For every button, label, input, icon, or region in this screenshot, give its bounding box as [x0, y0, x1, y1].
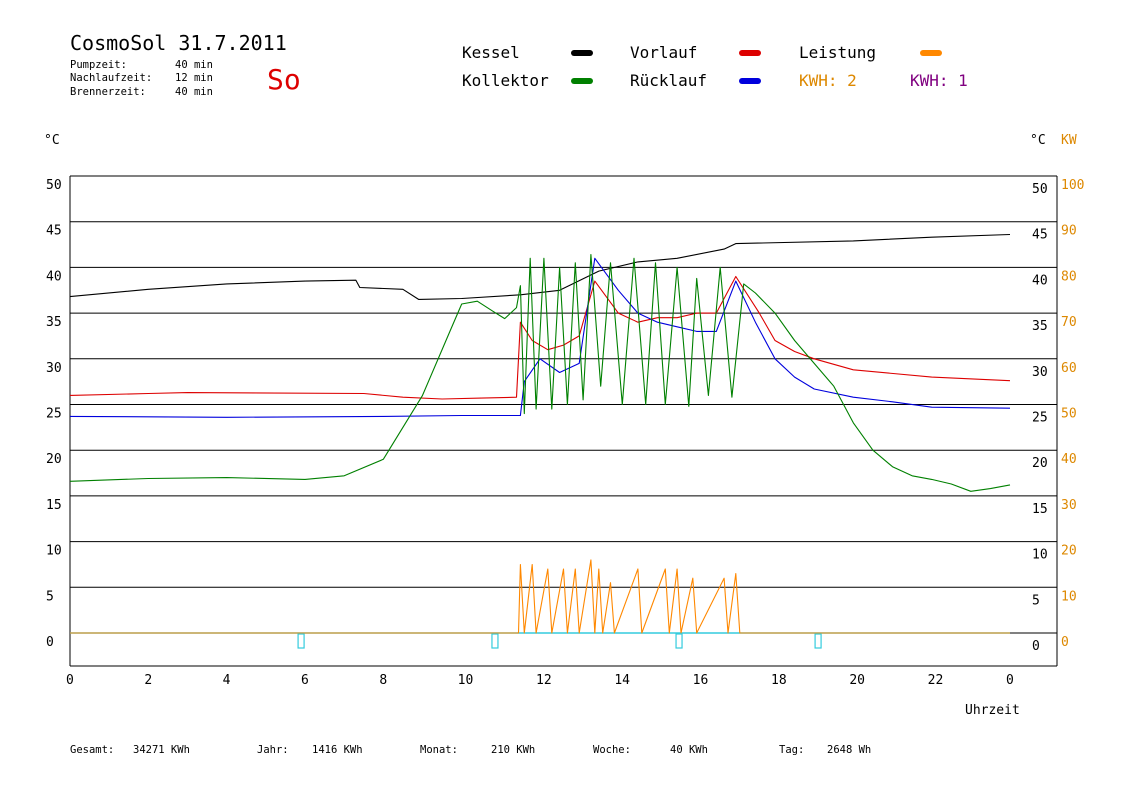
- x-tick-label: 12: [536, 673, 552, 688]
- param-label: Pumpzeit:: [70, 59, 127, 71]
- x-tick-label: 8: [379, 673, 387, 688]
- legend-swatch-kollektor: [571, 78, 593, 84]
- y-tick-label: 0: [46, 635, 54, 650]
- legend-swatch-leistung: [920, 50, 942, 56]
- param-label: Nachlaufzeit:: [70, 72, 152, 84]
- series-line-kollektor: [69, 254, 1011, 492]
- x-axis-label: Uhrzeit: [965, 703, 1020, 718]
- y2-tick-label: 30: [1032, 365, 1048, 380]
- footer-label: Tag:: [779, 744, 804, 756]
- y-tick-label: 25: [46, 407, 62, 422]
- kw-tick-label: 80: [1061, 269, 1077, 284]
- x-tick-label: 2: [144, 673, 152, 688]
- x-tick-label: 6: [301, 673, 309, 688]
- kw-tick-label: 20: [1061, 544, 1077, 559]
- y2-tick-label: 15: [1032, 502, 1048, 517]
- right-unit-label: °C: [1030, 133, 1046, 148]
- pump-marker: [297, 633, 305, 649]
- y2-tick-label: 40: [1032, 273, 1048, 288]
- right-unit2-label: KW: [1061, 133, 1077, 148]
- x-tick-label: 18: [771, 673, 787, 688]
- y-tick-label: 20: [46, 452, 62, 467]
- footer-value: 210 KWh: [491, 744, 535, 756]
- kw-tick-label: 30: [1061, 498, 1077, 513]
- series-line-ruecklauf: [69, 257, 1011, 418]
- series-line-leistung: [70, 559, 1010, 634]
- y2-tick-label: 45: [1032, 228, 1048, 243]
- footer-value: 34271 KWh: [133, 744, 190, 756]
- footer-label: Gesamt:: [70, 744, 114, 756]
- legend-label-vorlauf: Vorlauf: [630, 43, 697, 62]
- pump-marker: [814, 633, 822, 649]
- y-tick-label: 35: [46, 315, 62, 330]
- y2-tick-label: 20: [1032, 456, 1048, 471]
- legend-swatch-vorlauf: [739, 50, 761, 56]
- y-tick-label: 50: [46, 178, 62, 193]
- footer-value: 40 KWh: [670, 744, 708, 756]
- x-tick-label: 0: [1006, 673, 1014, 688]
- kw-tick-label: 50: [1061, 407, 1077, 422]
- kw-tick-label: 70: [1061, 315, 1077, 330]
- footer-value: 1416 KWh: [312, 744, 363, 756]
- legend-label-ruecklauf: Rücklauf: [630, 71, 707, 90]
- legend-label-kollektor: Kollektor: [462, 71, 549, 90]
- x-tick-label: 4: [223, 673, 231, 688]
- legend: Kessel Kollektor Vorlauf Rücklauf Leistu…: [462, 43, 968, 90]
- pump-marker: [675, 633, 683, 649]
- y2-tick-label: 50: [1032, 182, 1048, 197]
- kw-tick-label: 100: [1061, 178, 1084, 193]
- left-unit-label: °C: [44, 133, 60, 148]
- param-list: Pumpzeit: 40 min Nachlaufzeit: 12 min Br…: [70, 59, 213, 98]
- series-layer: [69, 233, 1011, 634]
- day-label: So: [267, 63, 301, 96]
- kw-tick-label: 60: [1061, 361, 1077, 376]
- y2-tick-label: 25: [1032, 411, 1048, 426]
- kwh-orange: KWH: 2: [799, 71, 857, 90]
- footer-label: Woche:: [593, 744, 631, 756]
- param-label: Brennerzeit:: [70, 86, 146, 98]
- kw-tick-label: 40: [1061, 452, 1077, 467]
- param-value: 40 min: [175, 86, 213, 98]
- x-tick-label: 10: [458, 673, 474, 688]
- y-tick-label: 15: [46, 498, 62, 513]
- footer-stats: Gesamt: 34271 KWh Jahr: 1416 KWh Monat: …: [70, 744, 871, 756]
- x-tick-label: 22: [928, 673, 944, 688]
- x-tick-label: 0: [66, 673, 74, 688]
- legend-label-leistung: Leistung: [799, 43, 876, 62]
- x-tick-label: 20: [849, 673, 865, 688]
- y2-tick-label: 5: [1032, 593, 1040, 608]
- kw-tick-label: 10: [1061, 589, 1077, 604]
- pump-markers: [297, 633, 822, 649]
- legend-label-kessel: Kessel: [462, 43, 520, 62]
- footer-value: 2648 Wh: [827, 744, 871, 756]
- pump-marker: [491, 633, 499, 649]
- param-value: 40 min: [175, 59, 213, 71]
- y-tick-label: 40: [46, 269, 62, 284]
- footer-label: Monat:: [420, 744, 458, 756]
- y-tick-label: 30: [46, 361, 62, 376]
- grid: [69, 175, 1058, 667]
- chart-title: CosmoSol 31.7.2011: [70, 31, 287, 55]
- y-tick-label: 5: [46, 589, 54, 604]
- kw-tick-label: 0: [1061, 635, 1069, 650]
- y2-tick-label: 10: [1032, 548, 1048, 563]
- x-tick-label: 16: [693, 673, 709, 688]
- y2-tick-label: 35: [1032, 319, 1048, 334]
- x-tick-label: 14: [614, 673, 630, 688]
- kw-tick-label: 90: [1061, 224, 1077, 239]
- legend-swatch-ruecklauf: [739, 78, 761, 84]
- y2-tick-label: 0: [1032, 639, 1040, 654]
- param-value: 12 min: [175, 72, 213, 84]
- series-line-vorlauf: [69, 275, 1011, 400]
- footer-label: Jahr:: [257, 744, 289, 756]
- kwh-purple: KWH: 1: [910, 71, 968, 90]
- y-tick-label: 10: [46, 544, 62, 559]
- legend-swatch-kessel: [571, 50, 593, 56]
- y-tick-label: 45: [46, 224, 62, 239]
